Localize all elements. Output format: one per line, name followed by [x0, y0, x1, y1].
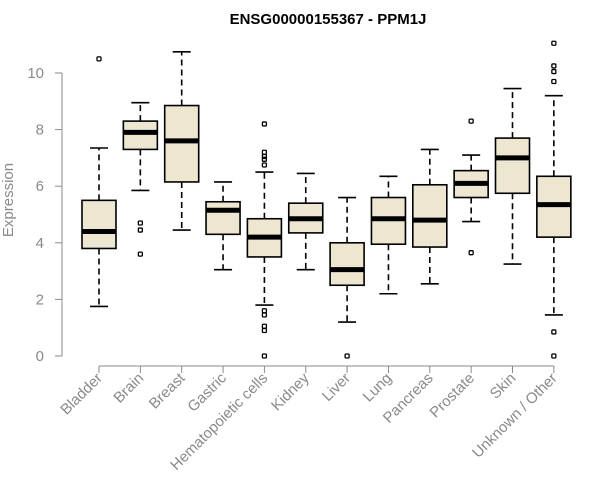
outlier-point	[551, 329, 557, 335]
y-axis: 0 2 4 6 8 10	[27, 65, 63, 365]
outlier-point	[261, 156, 268, 162]
outlier-point	[137, 220, 144, 226]
box	[329, 242, 365, 287]
outlier-point	[551, 68, 557, 75]
y-axis-label: Expression	[0, 163, 17, 237]
box-group-kidney	[287, 172, 324, 271]
box-group-liver	[329, 196, 365, 359]
x-tick-label: Skin	[487, 370, 520, 403]
outlier-point	[551, 78, 557, 85]
outlier-point	[137, 227, 144, 233]
box	[81, 199, 117, 250]
box-group-lung	[370, 175, 407, 295]
outlier-point	[261, 323, 268, 329]
outlier-point	[468, 118, 474, 124]
y-tick-label: 8	[36, 122, 44, 139]
outlier-point	[261, 327, 268, 334]
outlier-point	[96, 56, 102, 62]
box-group-skin	[494, 87, 531, 265]
x-tick-label: Kidney	[268, 369, 313, 414]
outlier-point	[261, 153, 268, 160]
outlier-point	[551, 353, 557, 359]
box-group-brain	[122, 101, 159, 257]
x-tick-label: Prostate	[426, 370, 478, 422]
outlier-point	[468, 250, 474, 256]
box	[494, 137, 531, 195]
box-group-hematopoietic-cells	[246, 121, 283, 359]
y-tick-label: 6	[36, 178, 44, 195]
outlier-point	[261, 162, 268, 168]
outlier-point	[261, 312, 268, 318]
outlier-point	[137, 251, 144, 257]
x-tick-label: Liver	[319, 370, 354, 405]
outlier-point	[261, 149, 268, 155]
y-tick-label: 0	[36, 348, 44, 365]
outlier-point	[261, 121, 268, 127]
box-group-gastric	[205, 181, 241, 271]
box-group-bladder	[81, 56, 117, 308]
chart-title: ENSG00000155367 - PPM1J	[230, 11, 427, 28]
y-tick-label: 4	[36, 235, 44, 252]
outlier-point	[344, 353, 350, 359]
box	[205, 200, 241, 236]
y-tick-label: 10	[27, 65, 44, 82]
outlier-point	[551, 63, 557, 69]
x-tick-label: Brain	[110, 370, 147, 407]
box-group-pancreas	[411, 148, 448, 285]
box	[411, 183, 448, 248]
box-group-prostate	[453, 118, 489, 256]
box-group-breast	[163, 50, 200, 231]
x-tick-label: Lung	[360, 370, 396, 406]
outlier-point	[551, 40, 557, 46]
outlier-point	[261, 308, 268, 314]
y-tick-label: 2	[36, 291, 44, 308]
x-tick-label: Bladder	[57, 370, 106, 419]
box	[122, 120, 159, 151]
outlier-point	[261, 353, 268, 359]
x-tick-label: Breast	[146, 369, 189, 412]
box	[163, 104, 200, 183]
box-group-unknown-other	[536, 40, 572, 359]
boxes	[81, 40, 572, 359]
